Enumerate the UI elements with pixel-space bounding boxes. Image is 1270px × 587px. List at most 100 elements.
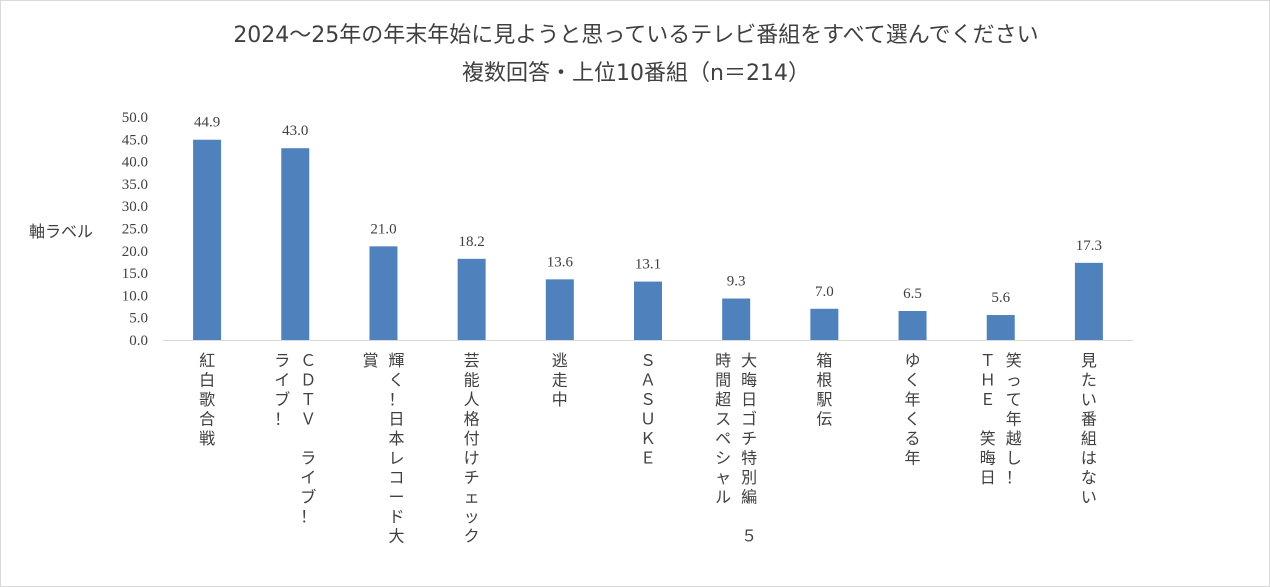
- category-label-char: 能: [464, 372, 480, 390]
- bar: [986, 315, 1015, 340]
- category-label-char: 番: [1081, 411, 1097, 429]
- category-label-char: ェ: [464, 490, 480, 507]
- category-label-char: ！: [388, 392, 404, 409]
- category-label-char: ッ: [464, 509, 480, 526]
- bar: [545, 279, 574, 340]
- category-label-char: [741, 509, 757, 526]
- category-label-char: ス: [715, 412, 731, 429]
- category-label-char: [980, 412, 996, 429]
- category-label-char: 本: [388, 430, 404, 448]
- category-label-char: 駅: [816, 392, 832, 409]
- category-label-char: 超: [715, 391, 731, 409]
- category-label-char: 大: [741, 352, 757, 370]
- category-label-char: コ: [388, 470, 404, 487]
- data-label: 13.6: [547, 254, 574, 270]
- category-label-char: 合: [199, 411, 215, 429]
- category-label-char: 見: [1081, 352, 1097, 370]
- category-label-char: 走: [552, 372, 568, 390]
- chart-title: 2024～25年の年末年始に見ようと思っているテレビ番組をすべて選んでください: [233, 23, 1039, 48]
- category-label-char: Ｕ: [640, 412, 656, 429]
- category-label-char: 白: [199, 372, 215, 390]
- category-label-char: ド: [388, 509, 404, 526]
- category-label-char: 組: [1081, 430, 1097, 448]
- y-tick-label: 15.0: [122, 266, 148, 282]
- bar: [722, 298, 751, 340]
- category-label-char: い: [1081, 392, 1097, 409]
- category-label-char: Ｄ: [300, 373, 316, 390]
- category-label-char: Ｃ: [300, 353, 316, 370]
- category-label-char: く: [905, 373, 921, 390]
- category-label-char: ブ: [274, 390, 290, 409]
- category-label-char: 輝: [388, 352, 404, 370]
- data-label: 44.9: [194, 115, 220, 131]
- category-label-char: く: [905, 412, 921, 429]
- data-label: 7.0: [815, 284, 834, 300]
- category-label-char: レ: [388, 451, 404, 468]
- category-label-char: 日: [980, 470, 996, 487]
- category-label-char: 年: [905, 450, 921, 468]
- y-tick-label: 35.0: [122, 177, 148, 193]
- category-label-char: 越: [1006, 430, 1022, 448]
- bar: [193, 139, 222, 340]
- bar: [634, 281, 662, 340]
- data-label: 18.2: [459, 234, 485, 250]
- category-label-char: な: [1081, 469, 1097, 487]
- category-label-char: 笑: [980, 430, 996, 448]
- category-label-char: 大: [388, 528, 404, 546]
- category-label-char: 付: [464, 430, 480, 448]
- data-label: 13.1: [635, 257, 661, 273]
- category-label-char: チ: [741, 431, 757, 448]
- data-label: 17.3: [1076, 238, 1102, 254]
- category-label-char: 時: [715, 352, 731, 370]
- bar: [898, 311, 927, 340]
- category-label-char: ！: [300, 509, 316, 526]
- category-label-char: ラ: [274, 353, 290, 370]
- category-label-char: 笑: [1006, 352, 1022, 370]
- category-label-char: 逃: [552, 352, 568, 370]
- category-label-char: し: [1006, 451, 1022, 468]
- category-label-char: ャ: [715, 470, 731, 487]
- category-label-char: ゴ: [741, 410, 757, 429]
- category-label-char: イ: [274, 373, 290, 390]
- data-label: 6.5: [903, 286, 922, 302]
- category-label-char: 伝: [816, 411, 832, 429]
- category-label-char: く: [388, 373, 404, 390]
- category-label-char: 編: [741, 489, 757, 507]
- category-label-char: 特: [741, 450, 757, 468]
- y-tick-label: 45.0: [122, 132, 148, 148]
- category-label-char: Ｋ: [640, 431, 656, 448]
- y-tick-label: 25.0: [122, 222, 148, 238]
- category-label-char: 年: [1006, 411, 1022, 429]
- category-label-char: 年: [905, 391, 921, 409]
- category-label-char: は: [1081, 451, 1097, 468]
- category-label-char: け: [464, 451, 480, 468]
- category-label-char: い: [1081, 490, 1097, 507]
- category-label-char: Ｔ: [980, 353, 996, 370]
- y-tick-label: 40.0: [122, 155, 148, 171]
- category-label-char: 人: [464, 391, 480, 409]
- category-label-char: ！: [1006, 470, 1022, 487]
- category-label-char: 箱: [816, 352, 832, 370]
- category-label-char: イ: [300, 470, 316, 487]
- y-tick-label: 10.0: [122, 288, 148, 304]
- category-label-char: ー: [388, 490, 404, 507]
- category-label-char: 間: [715, 373, 731, 390]
- bar: [281, 148, 310, 340]
- category-label-char: ク: [464, 528, 480, 546]
- y-tick-label: 5.0: [129, 311, 148, 327]
- category-label-char: 中: [552, 391, 568, 409]
- data-label: 21.0: [370, 221, 396, 237]
- category-label-char: Ａ: [640, 373, 656, 390]
- category-label-char: 芸: [464, 352, 480, 370]
- category-label-char: 歌: [199, 391, 215, 409]
- category-label-char: 紅: [199, 352, 215, 370]
- bar: [1074, 262, 1103, 340]
- category-label-char: ブ: [300, 488, 316, 507]
